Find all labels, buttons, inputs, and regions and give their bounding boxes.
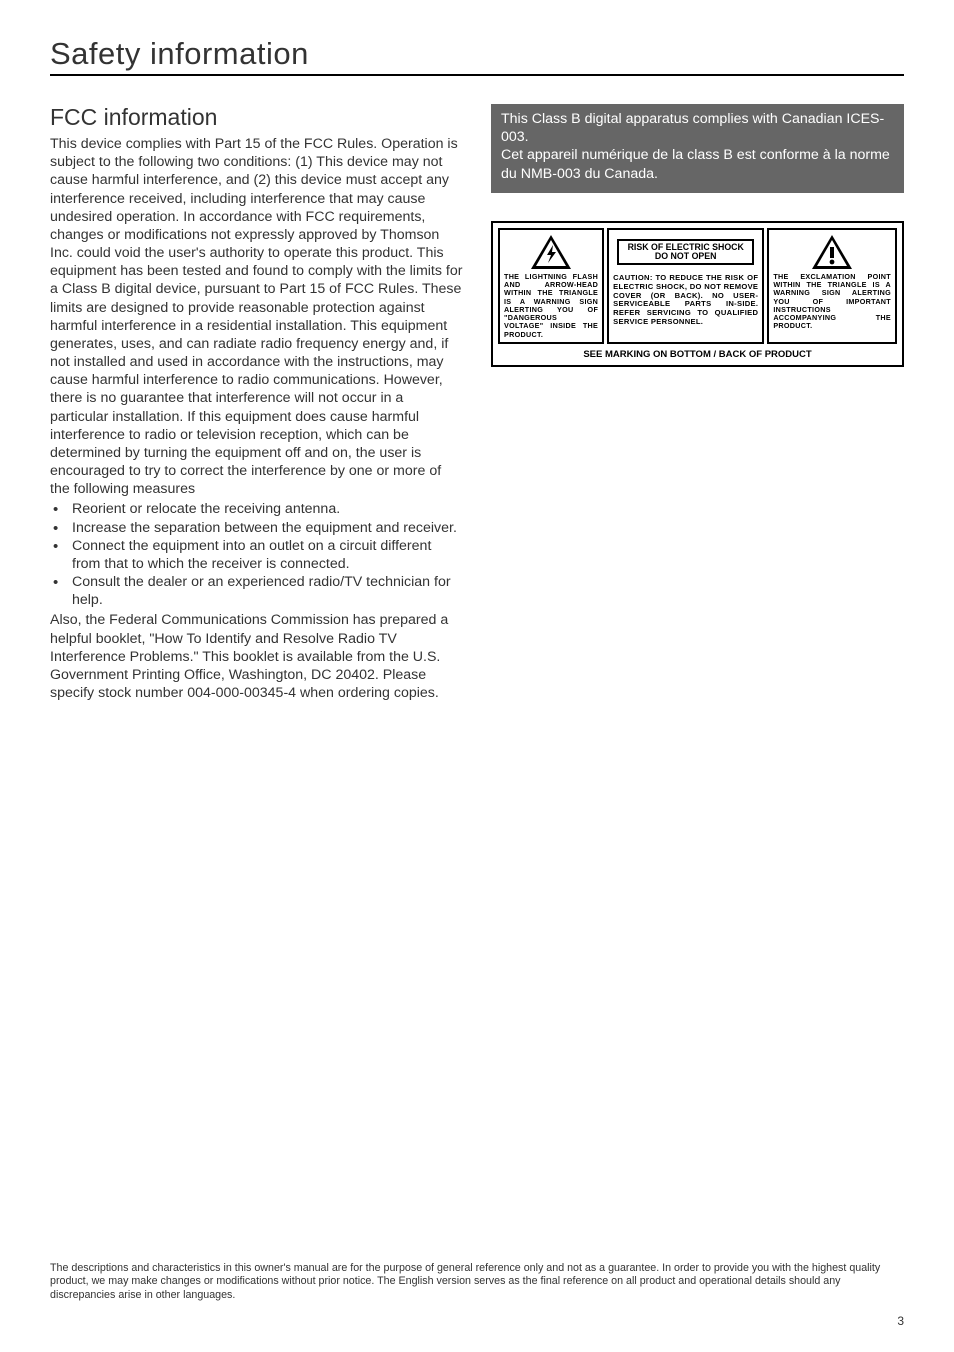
exclamation-triangle-wrap [773, 233, 891, 271]
fcc-para-2: Also, the Federal Communications Commiss… [50, 611, 463, 702]
warning-text-caution: CAUTION: TO REDUCE THE RISK OF ELECTRIC … [613, 274, 758, 326]
lightning-triangle-wrap [504, 233, 598, 271]
warning-label-row: THE LIGHTNING FLASH AND ARROW-HEAD WITHI… [498, 228, 897, 344]
list-item: Connect the equipment into an outlet on … [50, 537, 463, 573]
lightning-triangle-icon [529, 233, 573, 271]
warning-text-lightning: THE LIGHTNING FLASH AND ARROW-HEAD WITHI… [504, 273, 598, 339]
page-title: Safety information [50, 36, 904, 72]
see-marking-text: SEE MARKING ON BOTTOM / BACK OF PRODUCT [498, 349, 897, 360]
warning-cell-exclamation: THE EXCLAMATION POINT WITHIN THE TRIANGL… [767, 228, 897, 344]
canadian-fr: Cet appareil numérique de la class B est… [501, 147, 890, 181]
title-row: Safety information [50, 36, 904, 76]
list-item: Increase the separation between the equi… [50, 519, 463, 537]
canadian-compliance-box: This Class B digital apparatus complies … [491, 104, 904, 193]
disclaimer-text: The descriptions and characteristics in … [50, 1262, 904, 1302]
list-item: Reorient or relocate the receiving anten… [50, 500, 463, 518]
fcc-bullet-list: Reorient or relocate the receiving anten… [50, 500, 463, 609]
page-number: 3 [897, 1314, 904, 1328]
footer-area: The descriptions and characteristics in … [50, 1262, 904, 1302]
warning-text-exclamation: THE EXCLAMATION POINT WITHIN THE TRIANGL… [773, 273, 891, 331]
risk-line-2: DO NOT OPEN [655, 251, 717, 261]
exclamation-triangle-icon [810, 233, 854, 271]
warning-cell-lightning: THE LIGHTNING FLASH AND ARROW-HEAD WITHI… [498, 228, 604, 344]
warning-cell-caution: RISK OF ELECTRIC SHOCK DO NOT OPEN CAUTI… [607, 228, 764, 344]
left-column: FCC information This device complies wit… [50, 104, 463, 702]
fcc-para-1: This device complies with Part 15 of the… [50, 135, 463, 498]
two-column-layout: FCC information This device complies wit… [50, 104, 904, 702]
right-column: This Class B digital apparatus complies … [491, 104, 904, 702]
list-item: Consult the dealer or an experienced rad… [50, 573, 463, 609]
warning-label-box: THE LIGHTNING FLASH AND ARROW-HEAD WITHI… [491, 221, 904, 367]
fcc-heading: FCC information [50, 104, 463, 131]
risk-of-shock-box: RISK OF ELECTRIC SHOCK DO NOT OPEN [617, 239, 754, 265]
canadian-en: This Class B digital apparatus complies … [501, 111, 884, 145]
